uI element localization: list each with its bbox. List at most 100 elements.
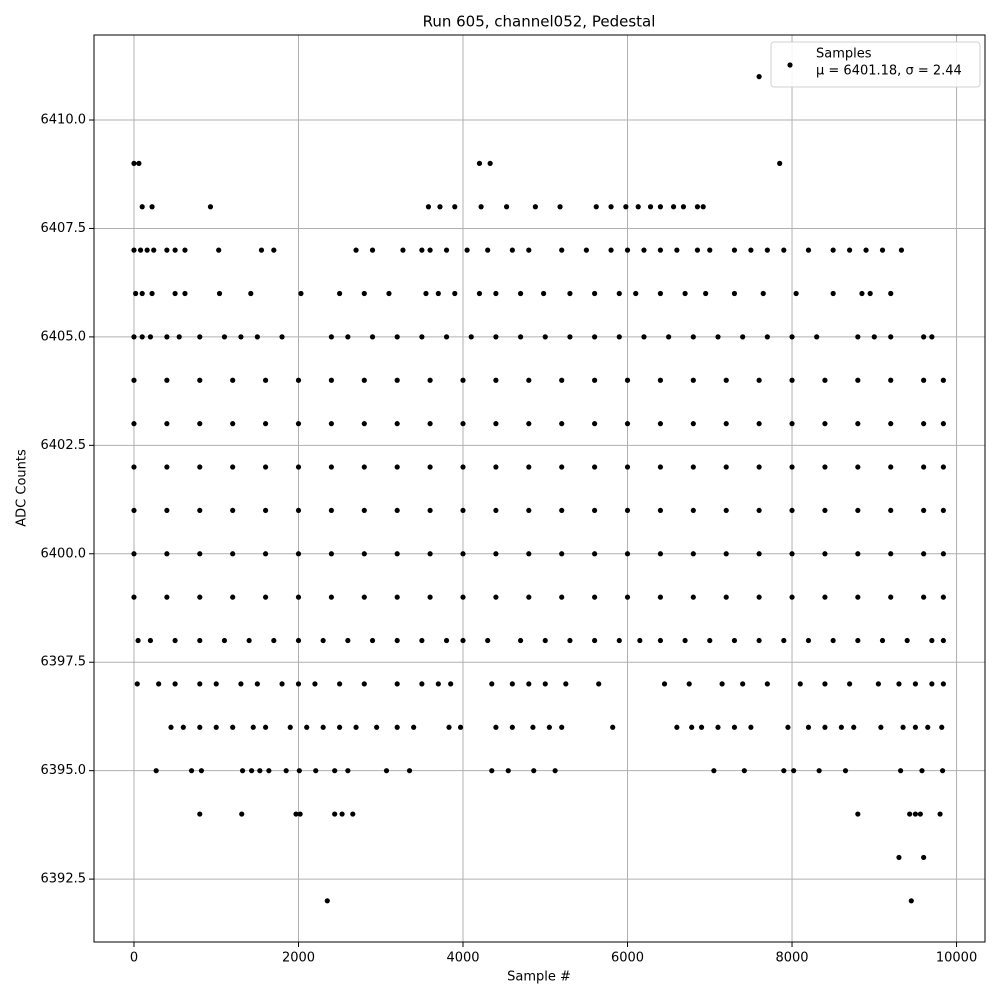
data-point — [131, 160, 137, 166]
data-point — [257, 768, 263, 774]
legend-box — [770, 41, 981, 88]
data-point — [197, 464, 203, 470]
data-point — [328, 464, 334, 470]
data-point — [855, 637, 861, 644]
data-point — [339, 811, 345, 817]
data-point — [131, 421, 137, 427]
data-point — [297, 811, 303, 817]
data-point — [279, 334, 285, 340]
data-point — [888, 334, 894, 340]
data-point — [557, 204, 563, 210]
data-point — [221, 637, 228, 644]
data-point — [939, 724, 945, 730]
data-point — [690, 334, 696, 340]
data-point — [592, 637, 598, 644]
data-point — [921, 551, 927, 557]
data-point — [592, 377, 598, 383]
data-point — [657, 637, 664, 644]
data-point — [666, 334, 672, 340]
data-point — [822, 551, 828, 557]
data-point — [624, 377, 631, 383]
data-point — [295, 551, 302, 557]
data-point — [921, 507, 927, 514]
data-point — [583, 247, 589, 253]
data-point — [878, 724, 884, 730]
data-point — [464, 247, 470, 253]
data-point — [369, 637, 376, 644]
data-point — [723, 421, 729, 427]
data-point — [172, 290, 178, 297]
data-point — [723, 377, 729, 383]
data-point — [616, 334, 622, 340]
data-point — [394, 507, 400, 514]
data-point — [476, 160, 483, 166]
y-tick-label: 6395.0 — [41, 763, 87, 778]
data-point — [230, 551, 236, 557]
data-point — [435, 681, 441, 687]
data-point — [164, 507, 170, 514]
data-point — [863, 247, 869, 253]
data-point — [748, 247, 754, 253]
data-point — [394, 681, 400, 687]
data-point — [624, 247, 631, 253]
data-point — [690, 551, 696, 557]
data-point — [624, 421, 631, 427]
data-point — [427, 551, 433, 557]
data-point — [216, 247, 222, 253]
data-point — [657, 551, 664, 557]
data-point — [719, 681, 725, 687]
data-point — [657, 594, 664, 600]
data-point — [361, 377, 367, 383]
y-tick-label: 6392.5 — [41, 872, 87, 887]
x-tick-label: 8000 — [775, 951, 808, 966]
legend-marker — [787, 62, 793, 68]
data-point — [929, 637, 935, 644]
data-point — [940, 681, 946, 687]
data-point — [353, 724, 359, 730]
data-point — [690, 507, 696, 514]
data-point — [423, 290, 429, 297]
data-point — [487, 160, 493, 166]
data-point — [871, 334, 877, 340]
data-point — [694, 247, 701, 253]
data-point — [546, 724, 552, 730]
data-point — [624, 464, 631, 470]
data-point — [711, 768, 717, 774]
data-point — [337, 290, 343, 297]
data-point — [904, 637, 910, 644]
data-point — [879, 247, 886, 253]
data-point — [517, 637, 524, 644]
data-point — [216, 290, 223, 297]
x-tick-label: 0 — [130, 951, 138, 966]
data-point — [875, 681, 881, 687]
data-point — [485, 247, 491, 253]
data-point — [937, 811, 943, 817]
data-point — [153, 768, 159, 774]
data-point — [197, 637, 203, 644]
data-point — [526, 681, 532, 687]
data-point — [509, 247, 515, 253]
data-point — [136, 160, 142, 166]
data-point — [888, 594, 894, 600]
y-tick-label: 6402.5 — [41, 438, 87, 453]
data-point — [559, 377, 565, 383]
y-tick-label: 6410.0 — [41, 113, 87, 128]
data-point — [197, 681, 203, 687]
data-point — [135, 637, 141, 644]
data-point — [925, 724, 931, 730]
data-point — [369, 334, 376, 340]
data-point — [731, 247, 738, 253]
data-point — [295, 464, 302, 470]
data-point — [328, 551, 334, 557]
data-point — [493, 594, 499, 600]
data-point — [427, 507, 433, 514]
data-point — [855, 421, 861, 427]
data-point — [271, 637, 277, 644]
data-point — [756, 637, 762, 644]
data-point — [361, 551, 367, 557]
data-point — [847, 681, 853, 687]
data-point — [328, 377, 334, 383]
data-point — [898, 768, 904, 774]
data-point — [295, 507, 302, 514]
data-point — [616, 290, 622, 297]
